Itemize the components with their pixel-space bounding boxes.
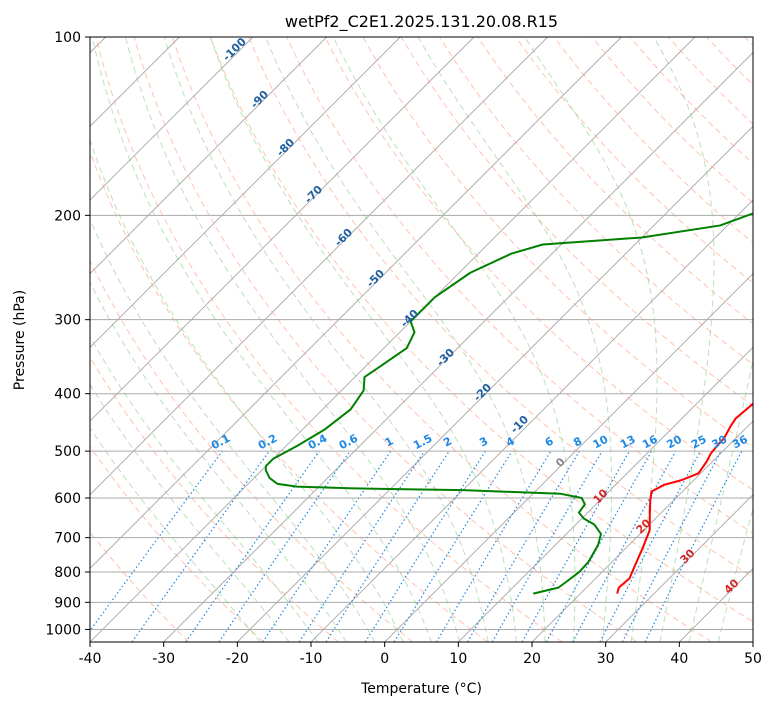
x-tick-label: -10 [300,651,323,667]
y-tick-label: 700 [54,531,81,547]
y-tick-label: 600 [54,491,81,507]
x-axis-label: Temperature (°C) [360,681,482,697]
x-tick-label: -20 [226,651,249,667]
y-tick-label: 300 [54,313,81,329]
y-tick-label: 100 [54,30,81,46]
x-tick-label: 0 [380,651,389,667]
x-tick-label: -40 [79,651,102,667]
y-tick-label: 900 [54,595,81,611]
x-tick-label: 30 [597,651,615,667]
chart-title: wetPf2_C2E1.2025.131.20.08.R15 [285,12,558,32]
x-tick-label: 10 [449,651,467,667]
x-tick-label: -30 [152,651,175,667]
x-tick-label: 50 [744,651,762,667]
x-tick-label: 40 [670,651,688,667]
y-tick-label: 1000 [45,622,81,638]
isotherm-line [753,37,775,642]
y-tick-label: 500 [54,444,81,460]
y-tick-label: 800 [54,565,81,581]
y-axis-label: Pressure (hPa) [12,290,28,390]
y-tick-label: 200 [54,208,81,224]
y-tick-label: 400 [54,387,81,403]
x-tick-label: 20 [523,651,541,667]
